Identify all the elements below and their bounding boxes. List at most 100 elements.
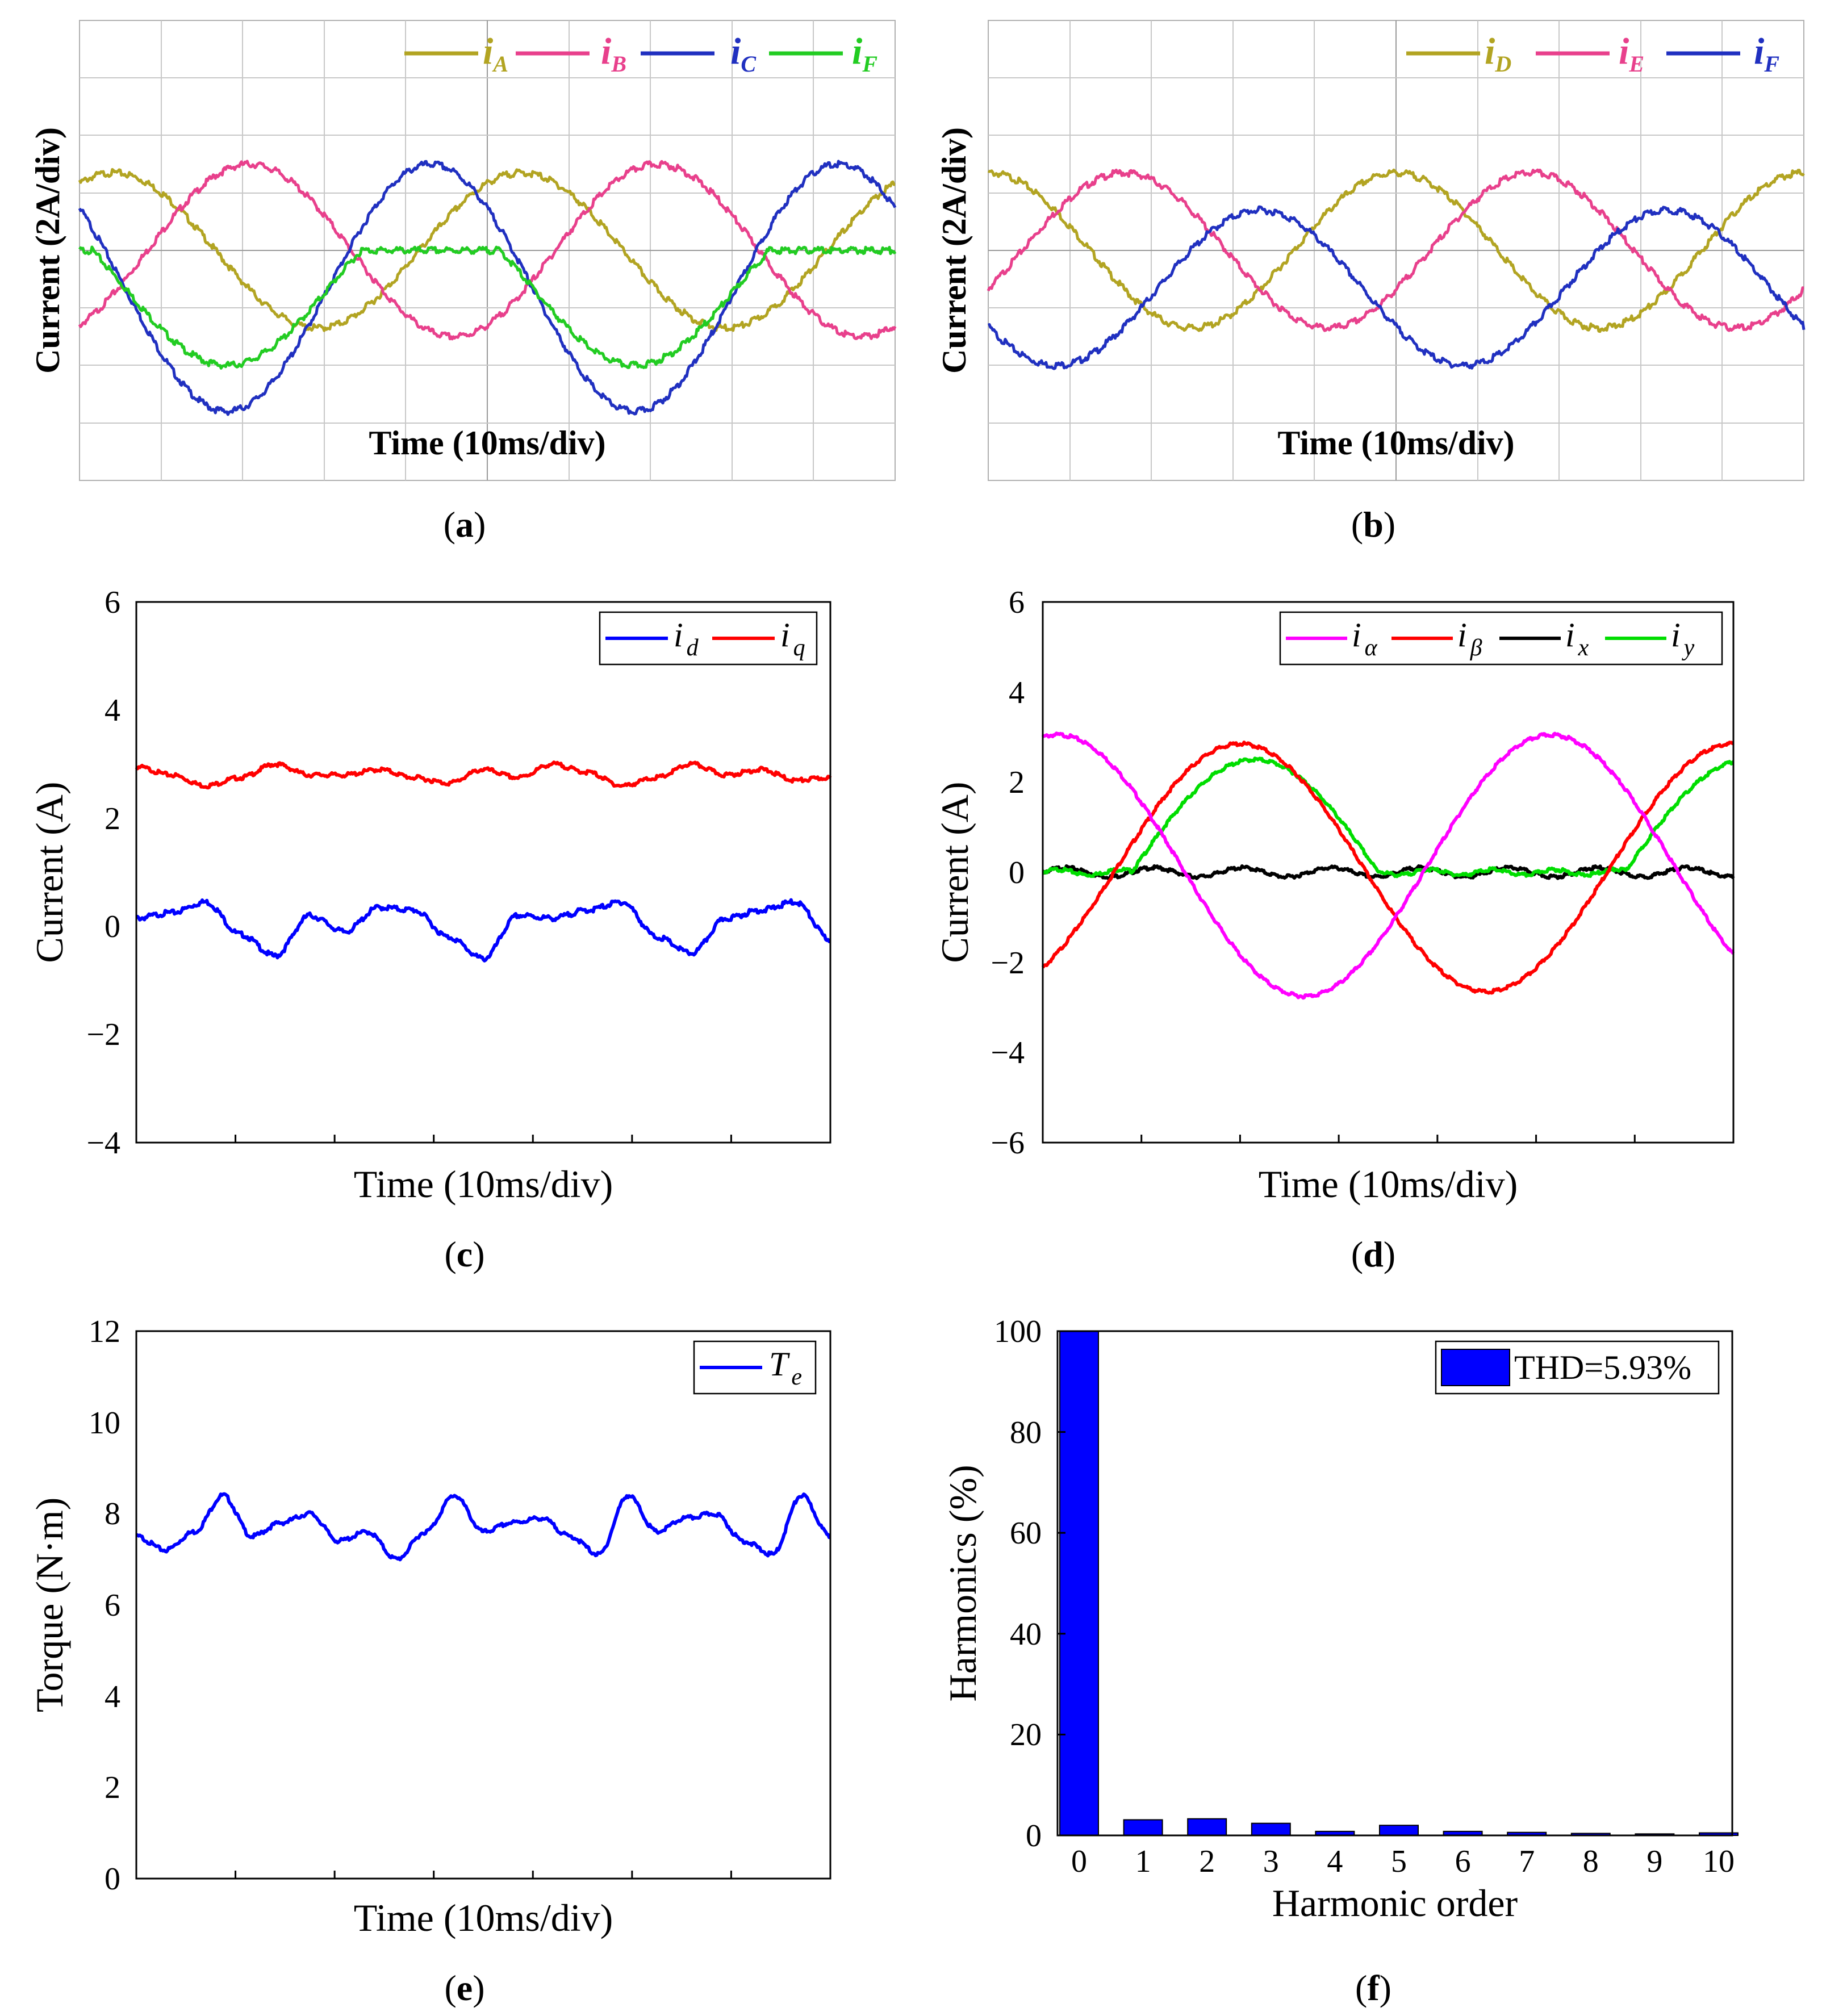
trace-iF bbox=[78, 245, 897, 370]
xlabel-a: Time (10ms/div) bbox=[369, 424, 605, 462]
ytick-e-8: 8 bbox=[105, 1496, 120, 1532]
xtick-f-1: 1 bbox=[1135, 1844, 1151, 1879]
ytick-e-2: 2 bbox=[105, 1770, 120, 1805]
legend-b-label-iF: iF bbox=[1754, 31, 1779, 77]
bar-harmonic-0 bbox=[1059, 1331, 1099, 1836]
ylabel-a: Current (2A/div) bbox=[29, 127, 66, 374]
xtick-f-3: 3 bbox=[1263, 1844, 1279, 1879]
ytick-c-m2: −2 bbox=[86, 1017, 120, 1052]
line-iq bbox=[135, 760, 832, 790]
ytick-e-10: 10 bbox=[89, 1406, 120, 1441]
ytick-f-60: 60 bbox=[1010, 1516, 1042, 1551]
xlabel-e: Time (10ms/div) bbox=[354, 1896, 613, 1939]
xlabel-d: Time (10ms/div) bbox=[1259, 1162, 1518, 1206]
ytick-d-m2: −2 bbox=[991, 946, 1025, 981]
line-Te bbox=[135, 1492, 831, 1562]
ylabel-d: Current (A) bbox=[933, 781, 976, 963]
legend-b-label-iE: iE bbox=[1619, 31, 1644, 77]
xtick-f-7: 7 bbox=[1519, 1844, 1535, 1879]
ylabel-e: Torque (N·m) bbox=[28, 1498, 71, 1713]
y-tick-labels-e: 12 10 8 6 4 2 0 bbox=[89, 1314, 120, 1897]
xtick-f-10: 10 bbox=[1703, 1844, 1735, 1879]
scope-grid-a bbox=[80, 20, 895, 480]
scope-traces-b bbox=[987, 168, 1806, 370]
x-ticks-d bbox=[1140, 1135, 1636, 1143]
ytick-f-0: 0 bbox=[1026, 1818, 1042, 1854]
ytick-e-4: 4 bbox=[105, 1679, 120, 1714]
legend-a-label-iF: iF bbox=[852, 31, 877, 77]
x-ticks-e bbox=[235, 1871, 732, 1879]
caption-b: (b) bbox=[1351, 504, 1395, 545]
ytick-d-6: 6 bbox=[1009, 585, 1025, 620]
line-iy bbox=[1042, 756, 1735, 879]
legend-f-swatch bbox=[1441, 1349, 1510, 1386]
line-ibeta bbox=[1041, 741, 1735, 995]
ytick-c-6: 6 bbox=[105, 585, 120, 620]
caption-c: (c) bbox=[444, 1234, 484, 1274]
ytick-c-m4: −4 bbox=[86, 1126, 120, 1161]
bar-harmonic-1 bbox=[1123, 1819, 1163, 1836]
line-id bbox=[135, 898, 831, 963]
ytick-e-0: 0 bbox=[105, 1862, 120, 1897]
ytick-d-m6: −6 bbox=[991, 1126, 1025, 1161]
ytick-d-m4: −4 bbox=[991, 1035, 1025, 1070]
xtick-f-8: 8 bbox=[1583, 1844, 1599, 1879]
panel-f: 100 80 60 40 20 0 0 1 2 3 4 5 6 7 8 9 10… bbox=[941, 1314, 1739, 2008]
ytick-c-0: 0 bbox=[105, 909, 120, 944]
trace-iF-b bbox=[987, 205, 1806, 370]
xlabel-f: Harmonic order bbox=[1272, 1881, 1518, 1925]
xtick-f-5: 5 bbox=[1391, 1844, 1407, 1879]
caption-d: (d) bbox=[1351, 1234, 1395, 1274]
legend-b-label-iD: iD bbox=[1485, 31, 1511, 77]
xtick-f-0: 0 bbox=[1071, 1844, 1087, 1879]
trace-iE bbox=[987, 168, 1804, 332]
caption-f: (f) bbox=[1355, 1968, 1391, 2008]
panel-a: iA iB iC iF Time (10ms/div) Current (2A/… bbox=[29, 20, 897, 545]
legend-f-label: THD=5.93% bbox=[1514, 1349, 1691, 1386]
xtick-f-4: 4 bbox=[1327, 1844, 1343, 1879]
ytick-c-2: 2 bbox=[105, 801, 120, 836]
trace-iA bbox=[78, 168, 896, 332]
legend-f: THD=5.93% bbox=[1435, 1340, 1720, 1395]
ytick-f-80: 80 bbox=[1010, 1415, 1042, 1450]
ylabel-f: Harmonics (%) bbox=[941, 1465, 984, 1701]
ytick-f-20: 20 bbox=[1010, 1717, 1042, 1753]
legend-a: iA iB iC iF bbox=[404, 31, 877, 77]
axes-d bbox=[1042, 601, 1735, 1144]
ytick-d-0: 0 bbox=[1009, 855, 1025, 890]
legend-b: iD iE iF bbox=[1406, 31, 1779, 77]
caption-e: (e) bbox=[444, 1968, 484, 2008]
y-tick-labels-c: 6 4 2 0 −2 −4 bbox=[86, 585, 120, 1161]
ytick-c-4: 4 bbox=[105, 693, 120, 728]
legend-a-label-iA: iA bbox=[483, 31, 508, 77]
bar-harmonic-5 bbox=[1379, 1825, 1419, 1836]
trace-iB bbox=[78, 160, 897, 341]
xlabel-b: Time (10ms/div) bbox=[1277, 424, 1514, 462]
y-tick-labels-d: 6 4 2 0 −2 −4 −6 bbox=[991, 585, 1025, 1161]
caption-a: (a) bbox=[444, 504, 486, 545]
x-tick-labels-f: 0 1 2 3 4 5 6 7 8 9 10 bbox=[1071, 1844, 1735, 1879]
line-ialpha bbox=[1041, 731, 1735, 1000]
bar-harmonic-3 bbox=[1251, 1822, 1291, 1836]
axes-f bbox=[1056, 1330, 1733, 1837]
legend-a-label-iB: iB bbox=[601, 31, 626, 77]
y-tick-labels-f: 100 80 60 40 20 0 bbox=[994, 1314, 1042, 1854]
scope-traces-a bbox=[78, 160, 897, 416]
bar-harmonic-2 bbox=[1187, 1818, 1227, 1837]
ytick-d-4: 4 bbox=[1009, 675, 1025, 710]
x-ticks-c bbox=[235, 1135, 732, 1143]
axes-c bbox=[135, 601, 831, 1144]
